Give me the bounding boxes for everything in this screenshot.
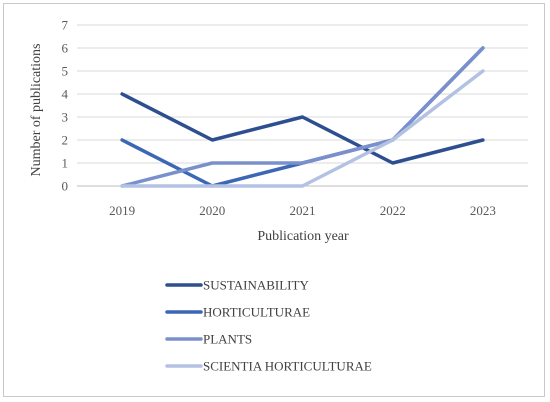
x-tick-label: 2023 (470, 203, 496, 218)
y-tick-label: 7 (62, 18, 69, 33)
legend-label: PLANTS (203, 332, 252, 347)
legend-label: SCIENTIA HORTICULTURAE (203, 359, 372, 374)
legend-label: SUSTAINABILITY (203, 278, 309, 293)
legend: SUSTAINABILITY HORTICULTURAE PLANTS SCIENTI… (165, 278, 372, 374)
y-axis-title: Number of publications (29, 44, 44, 177)
y-tick-label: 2 (62, 133, 69, 148)
series-line-sustainability (120, 92, 485, 165)
y-axis-ticks: 0 1 2 3 4 5 6 7 (62, 18, 69, 194)
series-lines (120, 46, 485, 188)
y-tick-label: 6 (62, 41, 69, 56)
series-line-plants (120, 46, 485, 188)
chart-frame (3, 3, 545, 397)
y-tick-label: 5 (62, 64, 69, 79)
y-tick-label: 3 (62, 110, 69, 125)
y-tick-label: 0 (62, 179, 69, 194)
x-axis-title: Publication year (257, 229, 349, 244)
x-axis-ticks: 2019 2020 2021 2022 2023 (109, 203, 496, 218)
x-tick-label: 2021 (290, 203, 316, 218)
x-tick-label: 2019 (109, 203, 135, 218)
series-line-scientia-horticulturae (120, 69, 485, 188)
y-tick-label: 1 (62, 156, 69, 171)
x-tick-label: 2022 (380, 203, 406, 218)
legend-label: HORTICULTURAE (203, 305, 310, 320)
x-tick-label: 2020 (199, 203, 225, 218)
y-tick-label: 4 (62, 87, 69, 102)
